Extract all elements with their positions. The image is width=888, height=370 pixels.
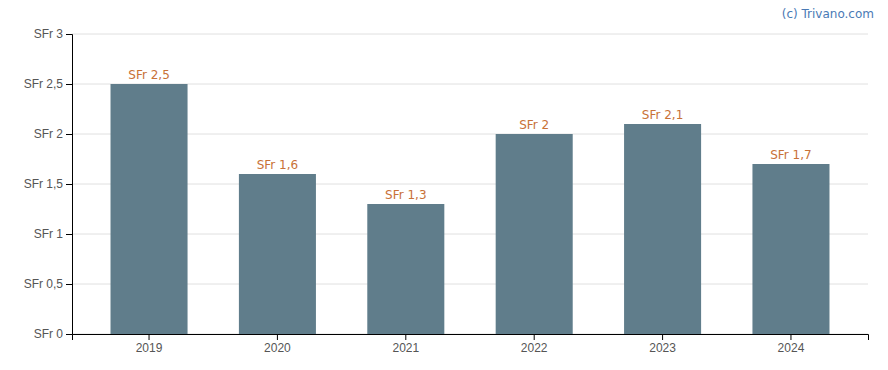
tick-mark — [66, 284, 72, 285]
tick-label: 2021 — [392, 341, 419, 355]
tick-label: SFr 0 — [34, 327, 64, 341]
data-label: SFr 1,7 — [770, 148, 811, 162]
tick-label: 2020 — [264, 341, 291, 355]
tick-label: 2022 — [521, 341, 548, 355]
tick: SFr 1 — [34, 227, 72, 241]
bar — [752, 164, 829, 334]
bar — [111, 84, 188, 334]
data-label: SFr 1,6 — [257, 158, 298, 172]
grid-line — [72, 84, 868, 85]
x-axis: 2019 2020 2021 2022 2023 2024 — [73, 334, 869, 355]
grid — [72, 34, 868, 334]
axis-line — [73, 335, 869, 341]
grid-line — [72, 134, 868, 135]
data-label: SFr 2,5 — [128, 68, 169, 82]
plot: SFr 0SFr 0,5SFr 1SFr 1,5SFr 2SFr 2,5SFr … — [24, 27, 869, 354]
tick: 2020 — [264, 334, 291, 355]
data-label: SFr 1,3 — [385, 188, 426, 202]
tick-mark — [534, 334, 535, 340]
grid-line — [72, 234, 868, 235]
tick: 2019 — [136, 334, 163, 355]
tick-mark — [66, 134, 72, 135]
bar — [496, 134, 573, 334]
y-axis: SFr 0 SFr 0,5 SFr 1 SFr 1,5 SFr 2 SFr 2,5 SFr … — [24, 27, 73, 341]
tick-mark — [790, 334, 791, 340]
tick: SFr 1,5 — [24, 177, 72, 191]
tick: SFr 0,5 — [24, 277, 72, 291]
axis-line — [66, 35, 73, 335]
tick: SFr 3 — [34, 27, 72, 41]
tick-mark — [66, 234, 72, 235]
tick-mark — [66, 84, 72, 85]
tick-mark — [662, 334, 663, 340]
tick: 2024 — [778, 334, 805, 355]
data-label: SFr 2,1 — [642, 108, 683, 122]
tick-mark — [66, 184, 72, 185]
tick-label: SFr 3 — [34, 27, 64, 41]
tick-label: SFr 0,5 — [24, 277, 64, 291]
tick-label: SFr 1 — [34, 227, 64, 241]
grid-line — [72, 34, 868, 35]
tick: SFr 2 — [34, 127, 72, 141]
grid-line — [72, 284, 868, 285]
bar — [367, 204, 444, 334]
tick-label: SFr 2 — [34, 127, 64, 141]
tick-label: SFr 2,5 — [24, 77, 64, 91]
chart: SFr 0SFr 0,5SFr 1SFr 1,5SFr 2SFr 2,5SFr … — [0, 0, 888, 370]
tick: 2023 — [649, 334, 676, 355]
tick-mark — [405, 334, 406, 340]
tick: 2021 — [392, 334, 419, 355]
tick-mark — [149, 334, 150, 340]
tick: SFr 0 — [34, 327, 72, 341]
tick-label: 2024 — [778, 341, 805, 355]
tick-mark — [66, 334, 72, 335]
data-label: SFr 2 — [519, 118, 549, 132]
bar — [624, 124, 701, 334]
grid-line — [72, 184, 868, 185]
data-labels: SFr 2,5 SFr 1,6 SFr 1,3 SFr 2 SFr 2,1 SFr 1,7 — [128, 68, 811, 202]
tick-label: 2023 — [649, 341, 676, 355]
bars — [111, 84, 830, 334]
tick: SFr 2,5 — [24, 77, 72, 91]
watermark: (c) Trivano.com — [782, 7, 874, 21]
tick-mark — [66, 34, 72, 35]
tick-label: 2019 — [136, 341, 163, 355]
tick-label: SFr 1,5 — [24, 177, 64, 191]
tick-mark — [277, 334, 278, 340]
bar — [239, 174, 316, 334]
tick: 2022 — [521, 334, 548, 355]
